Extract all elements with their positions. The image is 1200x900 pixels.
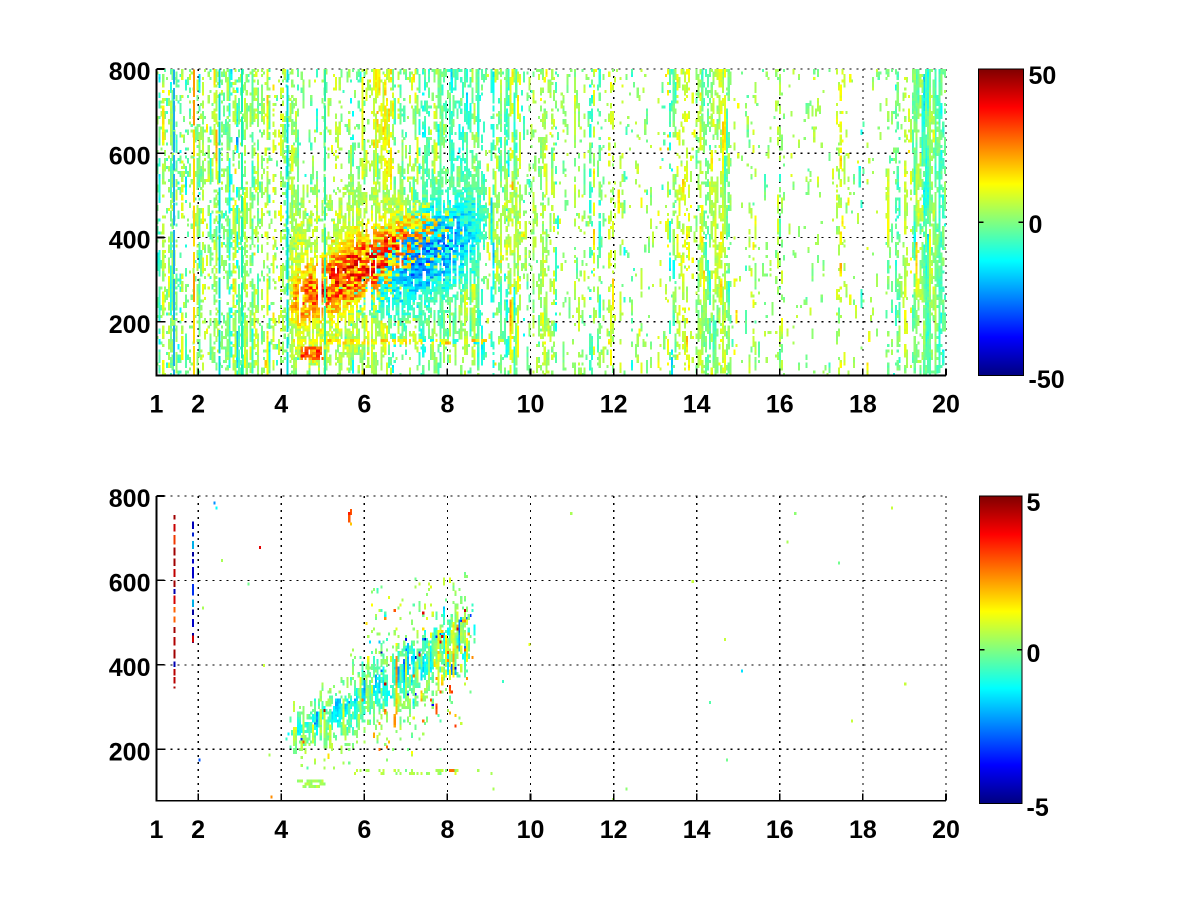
svg-text:800: 800 — [109, 485, 151, 513]
svg-text:4: 4 — [274, 816, 288, 844]
svg-text:800: 800 — [109, 58, 151, 86]
svg-text:0: 0 — [1027, 640, 1041, 668]
svg-text:8: 8 — [440, 816, 454, 844]
svg-text:600: 600 — [109, 143, 151, 171]
svg-text:12: 12 — [600, 816, 628, 844]
svg-text:5: 5 — [1027, 489, 1041, 517]
svg-text:400: 400 — [109, 654, 151, 682]
svg-text:20: 20 — [932, 391, 960, 419]
svg-text:14: 14 — [683, 816, 711, 844]
svg-text:200: 200 — [109, 311, 151, 339]
svg-text:12: 12 — [600, 391, 628, 419]
svg-text:1: 1 — [150, 816, 164, 844]
svg-text:8: 8 — [440, 391, 454, 419]
svg-text:18: 18 — [849, 391, 877, 419]
svg-text:10: 10 — [517, 816, 545, 844]
svg-text:200: 200 — [109, 739, 151, 767]
svg-text:4: 4 — [274, 391, 288, 419]
svg-text:16: 16 — [766, 391, 794, 419]
svg-text:18: 18 — [849, 816, 877, 844]
svg-text:10: 10 — [517, 391, 545, 419]
svg-text:2: 2 — [191, 391, 205, 419]
svg-text:20: 20 — [932, 816, 960, 844]
svg-text:-50: -50 — [1029, 366, 1065, 394]
svg-text:600: 600 — [109, 570, 151, 598]
svg-text:1: 1 — [150, 391, 164, 419]
svg-text:-5: -5 — [1027, 794, 1049, 822]
svg-text:6: 6 — [357, 816, 371, 844]
svg-text:6: 6 — [357, 391, 371, 419]
svg-text:400: 400 — [109, 227, 151, 255]
svg-text:50: 50 — [1029, 62, 1057, 90]
svg-text:16: 16 — [766, 816, 794, 844]
svg-text:14: 14 — [683, 391, 711, 419]
svg-text:2: 2 — [191, 816, 205, 844]
svg-text:0: 0 — [1029, 211, 1043, 239]
